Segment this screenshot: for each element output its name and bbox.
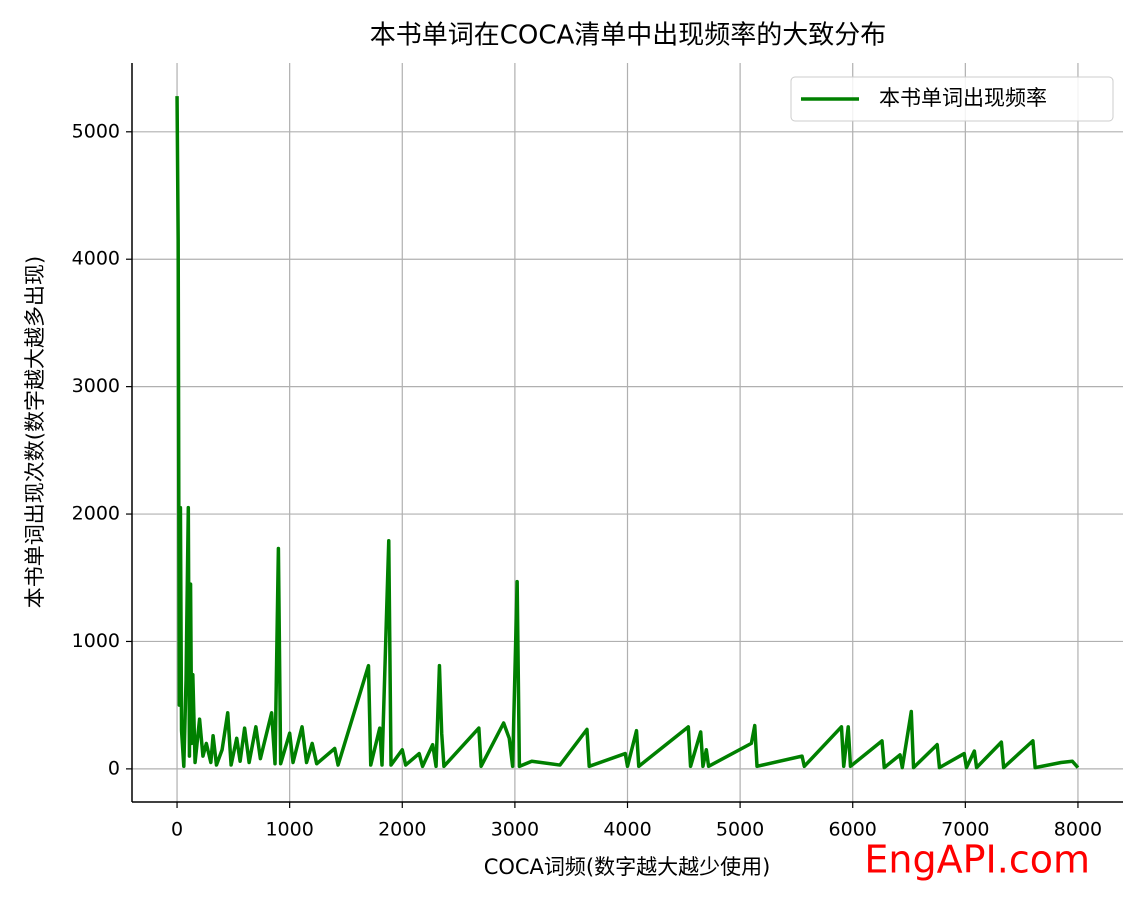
y-tick-label: 5000 xyxy=(72,120,120,142)
x-tick-label: 1000 xyxy=(265,819,313,841)
x-tick-label: 8000 xyxy=(1054,819,1102,841)
y-tick-label: 2000 xyxy=(72,503,120,525)
x-tick-label: 2000 xyxy=(378,819,426,841)
data-line xyxy=(175,96,1080,770)
legend-box xyxy=(790,76,1114,122)
y-axis-label: 本书单词出现次数(数字越大越多出现) xyxy=(23,256,47,608)
x-tick-label: 0 xyxy=(171,819,183,841)
x-tick-label: 3000 xyxy=(491,819,539,841)
x-tick-label: 7000 xyxy=(941,819,989,841)
y-tick-label: 4000 xyxy=(72,248,120,270)
y-tick-label: 0 xyxy=(108,757,120,779)
y-tick-label: 3000 xyxy=(72,375,120,397)
x-tick-label: 4000 xyxy=(603,819,651,841)
y-tick-label: 1000 xyxy=(72,630,120,652)
x-tick-label: 5000 xyxy=(716,819,764,841)
watermark: EngAPI.com xyxy=(864,838,1090,882)
x-tick-label: 6000 xyxy=(829,819,877,841)
legend-label: 本书单词出现频率 xyxy=(879,86,1047,110)
chart-title: 本书单词在COCA清单中出现频率的大致分布 xyxy=(370,21,887,51)
x-axis-label: COCA词频(数字越大越少使用) xyxy=(484,855,771,879)
